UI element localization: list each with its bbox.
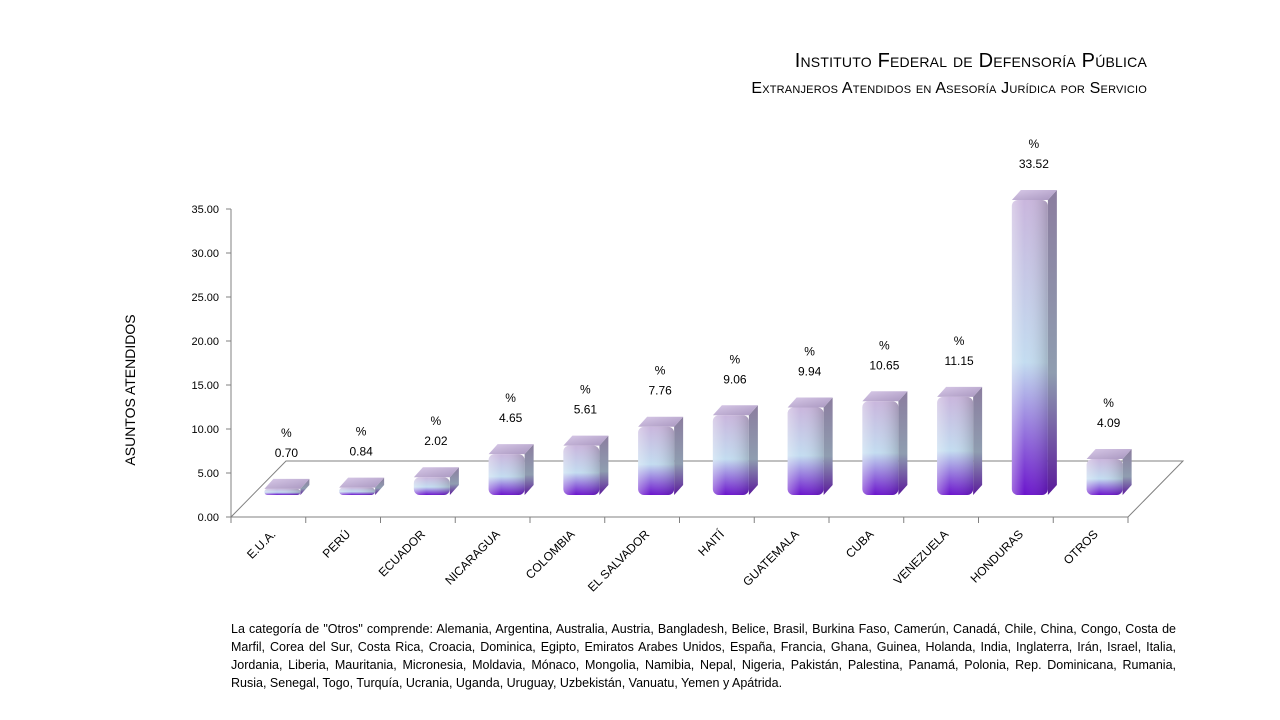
y-tick-label: 25.00 bbox=[191, 292, 219, 304]
bar-shading bbox=[787, 407, 824, 495]
bar-unit-label: % bbox=[954, 334, 965, 348]
bar-side bbox=[599, 435, 609, 495]
chart-subtitle: Extranjeros Atendidos en Asesoría Jurídi… bbox=[751, 80, 1147, 97]
bar-unit-label: % bbox=[804, 345, 815, 359]
bar-top bbox=[712, 405, 758, 416]
bar-shading bbox=[488, 454, 525, 495]
y-tick-label: 15.00 bbox=[191, 380, 219, 392]
bar-value-label: 7.76 bbox=[648, 384, 672, 398]
bar-5 bbox=[563, 435, 609, 495]
x-category-label: EL SALVADOR bbox=[585, 527, 653, 595]
bar-top bbox=[862, 391, 908, 402]
bar-top bbox=[413, 467, 459, 478]
bar-unit-label: % bbox=[730, 352, 741, 366]
bar-top bbox=[1011, 190, 1057, 201]
bar-unit-label: % bbox=[1029, 137, 1040, 151]
bar-shading bbox=[1086, 459, 1123, 495]
y-tick-label: 20.00 bbox=[191, 336, 219, 348]
bar-top bbox=[563, 435, 609, 446]
x-category-label: VENEZUELA bbox=[891, 527, 951, 587]
bar-unit-label: % bbox=[431, 414, 442, 428]
bar-9 bbox=[862, 391, 908, 495]
x-category-label: OTROS bbox=[1061, 527, 1101, 567]
bar-unit-label: % bbox=[655, 364, 666, 378]
bar-value-label: 0.70 bbox=[275, 446, 299, 460]
bar-top bbox=[1086, 449, 1132, 460]
bar-value-label: 4.65 bbox=[499, 411, 523, 425]
bar-side bbox=[674, 416, 684, 495]
bar-8 bbox=[787, 397, 833, 495]
x-category-label: NICARAGUA bbox=[442, 527, 502, 587]
bar-top bbox=[488, 444, 534, 455]
x-category-label: HAITÍ bbox=[695, 526, 728, 559]
bar-12 bbox=[1086, 449, 1132, 495]
bar-shading bbox=[339, 487, 376, 495]
bar-shading bbox=[1011, 200, 1048, 496]
bar-value-label: 5.61 bbox=[574, 403, 598, 417]
bar-value-label: 2.02 bbox=[424, 434, 448, 448]
y-tick-label: 10.00 bbox=[191, 424, 219, 436]
bar-1 bbox=[264, 478, 310, 495]
y-tick-label: 5.00 bbox=[198, 468, 219, 480]
bar-shading bbox=[264, 488, 301, 495]
bar-side bbox=[375, 477, 385, 495]
bar-4 bbox=[488, 444, 534, 495]
bar-unit-label: % bbox=[505, 391, 516, 405]
x-category-label: HONDURAS bbox=[968, 527, 1026, 585]
bar-unit-label: % bbox=[879, 338, 890, 352]
bar-side bbox=[1122, 449, 1132, 495]
bar-shading bbox=[712, 415, 749, 495]
bar-value-label: 11.15 bbox=[945, 354, 974, 368]
bar-7 bbox=[712, 405, 758, 495]
x-category-label: PERÚ bbox=[319, 527, 353, 561]
bar-top bbox=[264, 478, 310, 489]
bar-unit-label: % bbox=[580, 383, 591, 397]
bar-value-label: 9.06 bbox=[723, 372, 747, 386]
bar-6 bbox=[638, 416, 684, 495]
x-category-label: GUATEMALA bbox=[740, 527, 802, 589]
x-category-label: E.U.A. bbox=[244, 527, 278, 561]
bar-side bbox=[748, 405, 758, 495]
bar-top bbox=[937, 386, 983, 397]
chart-title: Instituto Federal de Defensoría Pública bbox=[794, 50, 1147, 72]
bar-11 bbox=[1011, 190, 1057, 496]
bar-shading bbox=[563, 445, 600, 495]
bar-value-label: 4.09 bbox=[1097, 416, 1121, 430]
bar-side bbox=[973, 386, 983, 495]
x-category-label: CUBA bbox=[843, 527, 876, 560]
y-tick-label: 0.00 bbox=[198, 512, 219, 524]
bar-3 bbox=[413, 467, 459, 495]
bar-top bbox=[339, 477, 385, 488]
bar-unit-label: % bbox=[356, 425, 367, 439]
x-category-label: COLOMBIA bbox=[523, 527, 578, 582]
bar-unit-label: % bbox=[1103, 396, 1114, 410]
bar-unit-label: % bbox=[281, 426, 292, 440]
bar-shading bbox=[937, 396, 974, 495]
bar-2 bbox=[339, 477, 385, 495]
bar-10 bbox=[937, 386, 983, 495]
x-category-label: ECUADOR bbox=[376, 527, 429, 580]
y-tick-label: 35.00 bbox=[191, 204, 219, 216]
bar-side bbox=[1047, 190, 1057, 496]
bar-top bbox=[638, 416, 684, 427]
bar-shading bbox=[862, 401, 899, 495]
footnote-otros: La categoría de "Otros" comprende: Alema… bbox=[231, 622, 1176, 690]
bar-side bbox=[823, 397, 833, 495]
bar-side bbox=[898, 391, 908, 495]
bar-value-label: 0.84 bbox=[349, 445, 373, 459]
bar-shading bbox=[638, 426, 675, 495]
bar-side bbox=[524, 444, 534, 495]
bar-value-label: 10.65 bbox=[869, 358, 899, 372]
y-tick-label: 30.00 bbox=[191, 248, 219, 260]
bar-side bbox=[300, 478, 310, 495]
bar-side bbox=[449, 467, 459, 495]
bar-shading bbox=[413, 477, 450, 495]
bar-value-label: 33.52 bbox=[1019, 157, 1049, 171]
bar-value-label: 9.94 bbox=[798, 365, 822, 379]
bar-top bbox=[787, 397, 833, 408]
